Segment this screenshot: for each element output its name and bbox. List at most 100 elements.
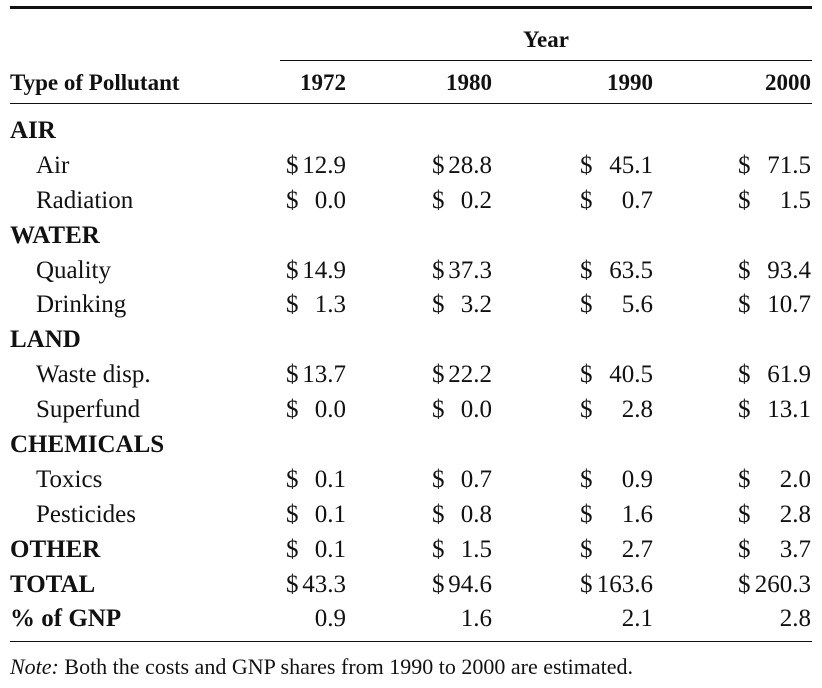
table-note: Note: Both the costs and GNP shares from… xyxy=(10,654,633,680)
value-cell: $0.1 xyxy=(286,536,346,564)
value-number: 2.7 xyxy=(621,535,653,563)
value-number: 13.7 xyxy=(302,361,346,389)
value-number: 2.0 xyxy=(779,465,811,493)
currency-symbol: $ xyxy=(580,151,593,179)
value-cell: 0.9 xyxy=(314,605,346,633)
value-cell: $1.5 xyxy=(432,536,492,564)
row-label: Air xyxy=(36,151,70,179)
currency-symbol: $ xyxy=(286,151,299,179)
year-header-1972: 1972 xyxy=(300,70,346,95)
value-number: 3.7 xyxy=(779,535,811,563)
currency-symbol: $ xyxy=(286,465,299,493)
value-cell: $2.0 xyxy=(738,466,811,494)
value-number: 14.9 xyxy=(302,256,346,284)
value-number: 45.1 xyxy=(609,151,653,179)
year-group-header: Year xyxy=(523,27,569,52)
value-number: 0.1 xyxy=(314,535,346,563)
value-number: 0.0 xyxy=(314,396,346,424)
row-label: LAND xyxy=(10,326,81,354)
value-cell: $40.5 xyxy=(580,361,653,389)
currency-symbol: $ xyxy=(432,361,445,389)
currency-symbol: $ xyxy=(432,291,445,319)
value-cell: $0.0 xyxy=(432,396,492,424)
value-cell: $63.5 xyxy=(580,257,653,285)
currency-symbol: $ xyxy=(286,291,299,319)
currency-symbol: $ xyxy=(286,361,299,389)
value-cell: 2.1 xyxy=(621,605,653,633)
value-cell: $1.6 xyxy=(580,501,653,529)
value-cell: $13.7 xyxy=(286,361,346,389)
value-cell: $0.2 xyxy=(432,187,492,215)
value-cell: $2.8 xyxy=(580,396,653,424)
row-label: Radiation xyxy=(36,186,134,214)
currency-symbol: $ xyxy=(738,500,751,528)
value-number: 13.1 xyxy=(767,396,811,424)
value-number: 5.6 xyxy=(621,291,653,319)
value-number: 37.3 xyxy=(448,256,492,284)
value-number: 0.8 xyxy=(460,500,492,528)
currency-symbol: $ xyxy=(580,570,593,598)
value-cell: $0.7 xyxy=(432,466,492,494)
year-group-rule xyxy=(280,60,812,61)
column-header-row: Type of Pollutant 1972 1980 1990 2000 xyxy=(10,55,812,103)
pollution-cost-table: Year Type of Pollutant 1972 1980 1990 20… xyxy=(10,6,812,643)
value-number: 0.1 xyxy=(314,500,346,528)
value-cell: $3.2 xyxy=(432,291,492,319)
value-cell: $94.6 xyxy=(432,571,492,599)
value-cell: $1.3 xyxy=(286,291,346,319)
currency-symbol: $ xyxy=(286,535,299,563)
row-label: Pesticides xyxy=(36,500,136,528)
value-number: 0.7 xyxy=(621,186,653,214)
table-row: TOTAL $43.3 $94.6 $163.6 $260.3 xyxy=(10,564,812,599)
currency-symbol: $ xyxy=(286,256,299,284)
currency-symbol: $ xyxy=(738,465,751,493)
table-bottom-rule xyxy=(10,641,812,643)
currency-symbol: $ xyxy=(580,361,593,389)
value-cell: $0.0 xyxy=(286,187,346,215)
value-number: 2.8 xyxy=(779,500,811,528)
value-number: 3.2 xyxy=(460,291,492,319)
value-cell: $37.3 xyxy=(432,257,492,285)
currency-symbol: $ xyxy=(738,291,751,319)
table-body: AIR Air $12.9 $28.8 $45.1 $71.5 Radiation $0.0 $… xyxy=(10,104,812,641)
value-number: 1.6 xyxy=(621,500,653,528)
year-header-2000: 2000 xyxy=(765,70,811,95)
value-cell: $1.5 xyxy=(738,187,811,215)
value-number: 163.6 xyxy=(596,570,653,598)
row-label: Waste disp. xyxy=(36,361,151,389)
value-number: 260.3 xyxy=(754,570,811,598)
currency-symbol: $ xyxy=(432,186,445,214)
value-cell: $10.7 xyxy=(738,291,811,319)
value-cell: $22.2 xyxy=(432,361,492,389)
value-cell: $0.1 xyxy=(286,466,346,494)
currency-symbol: $ xyxy=(432,396,445,424)
table-row: Pesticides $0.1 $0.8 $1.6 $2.8 xyxy=(10,494,812,529)
table-row: AIR xyxy=(10,110,812,145)
note-prefix: Note: xyxy=(10,654,59,679)
table-row: Waste disp. $13.7 $22.2 $40.5 $61.9 xyxy=(10,354,812,389)
currency-symbol: $ xyxy=(580,396,593,424)
table-row: Toxics $0.1 $0.7 $0.9 $2.0 xyxy=(10,459,812,494)
value-cell: 2.8 xyxy=(779,605,811,633)
value-cell: $93.4 xyxy=(738,257,811,285)
value-cell: $61.9 xyxy=(738,361,811,389)
value-number: 0.9 xyxy=(621,465,653,493)
row-label: OTHER xyxy=(10,535,101,563)
table-row: Air $12.9 $28.8 $45.1 $71.5 xyxy=(10,145,812,180)
currency-symbol: $ xyxy=(580,535,593,563)
value-number: 43.3 xyxy=(302,570,346,598)
row-label: CHEMICALS xyxy=(10,431,165,459)
value-cell: $12.9 xyxy=(286,152,346,180)
currency-symbol: $ xyxy=(286,396,299,424)
currency-symbol: $ xyxy=(432,151,445,179)
value-cell: $163.6 xyxy=(580,571,653,599)
table-row: WATER xyxy=(10,215,812,250)
currency-symbol: $ xyxy=(580,186,593,214)
value-number: 61.9 xyxy=(767,361,811,389)
value-number: 63.5 xyxy=(609,256,653,284)
value-cell: $0.7 xyxy=(580,187,653,215)
value-number: 93.4 xyxy=(767,256,811,284)
row-label: TOTAL xyxy=(10,570,96,598)
currency-symbol: $ xyxy=(432,465,445,493)
row-label: WATER xyxy=(10,221,100,249)
